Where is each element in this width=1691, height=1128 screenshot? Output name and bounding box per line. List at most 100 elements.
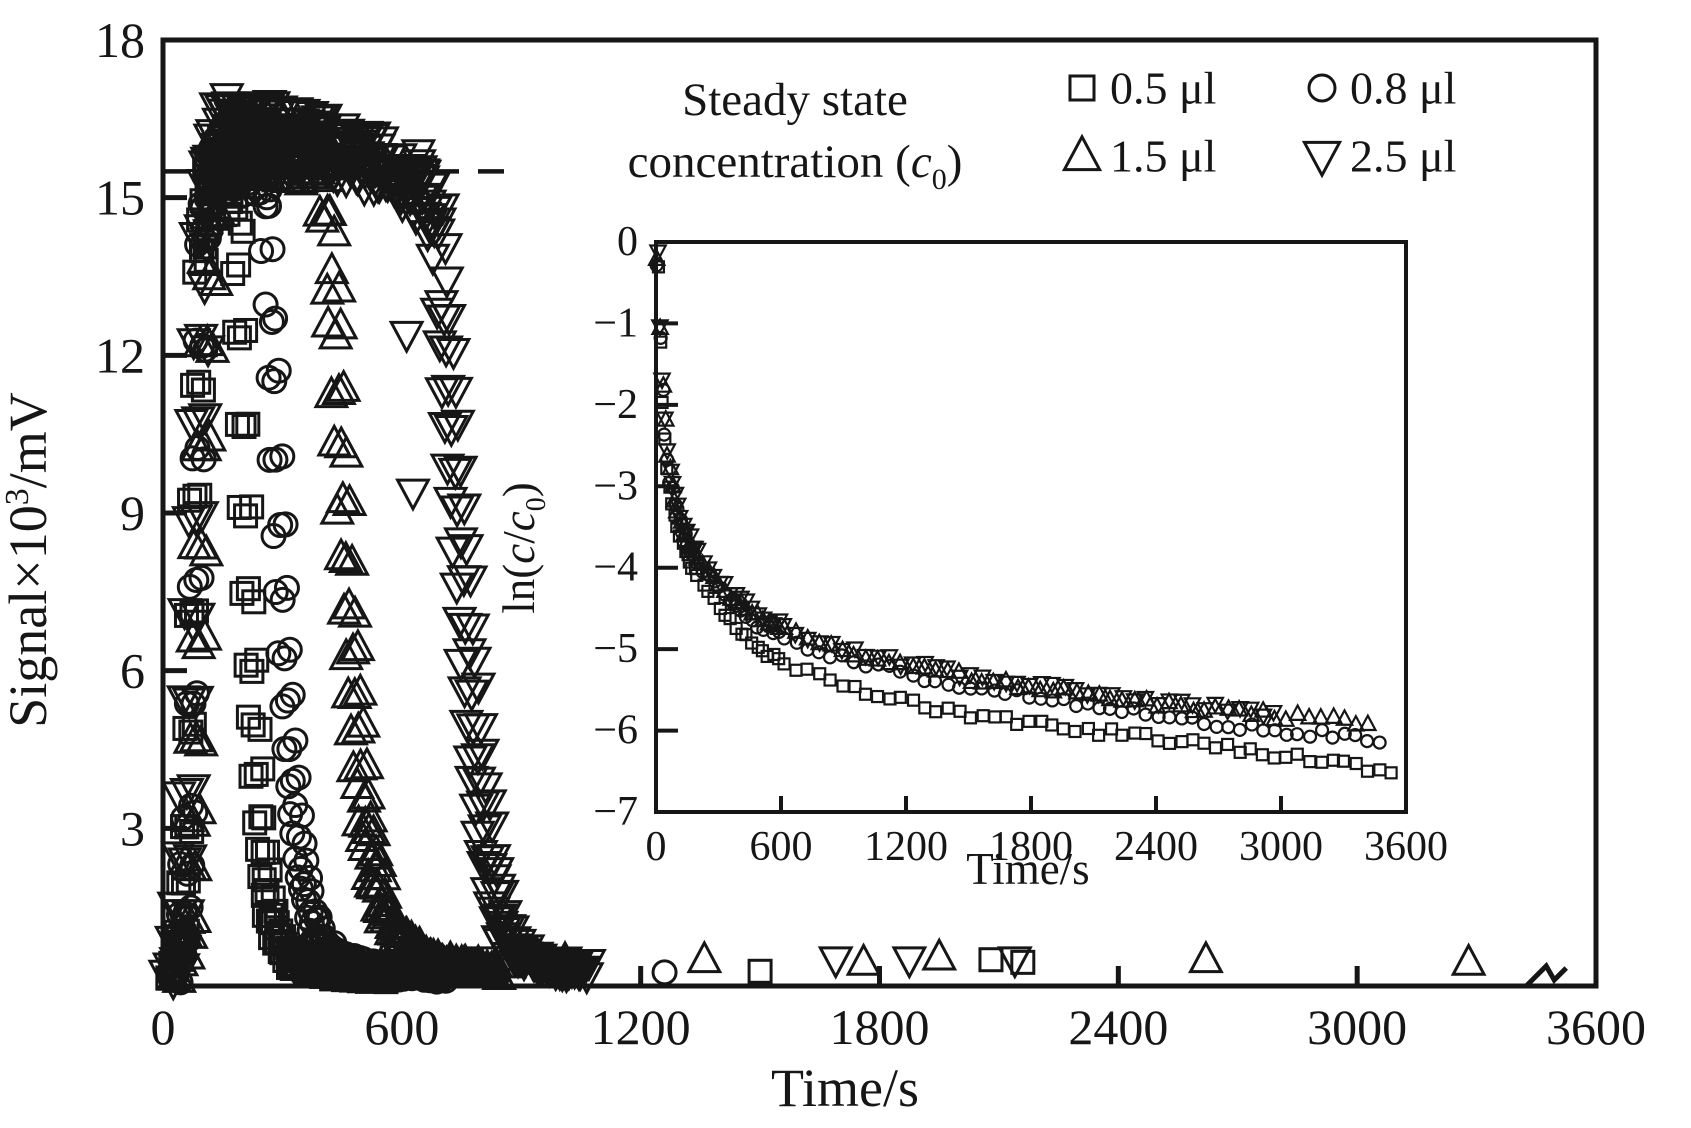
main-triangle-down-marker xyxy=(200,147,237,181)
main-triangle-down-marker xyxy=(437,457,474,492)
inset-circle-marker xyxy=(1372,735,1387,750)
inset-square-marker xyxy=(823,673,837,687)
main-triangle-down-marker xyxy=(452,565,489,599)
inset-triangle-up-marker xyxy=(1264,708,1285,727)
main-triangle-down-marker xyxy=(446,493,483,527)
main-triangle-up-marker xyxy=(172,720,209,754)
main-triangle-up-marker xyxy=(325,368,362,402)
main-x-tick-label: 1800 xyxy=(830,999,930,1055)
inset-triangle-down-marker xyxy=(668,497,688,516)
main-triangle-down-marker xyxy=(496,926,533,960)
main-square-marker xyxy=(172,715,198,741)
main-triangle-down-marker xyxy=(438,572,475,606)
main-triangle-up-marker xyxy=(336,675,373,710)
inset-triangle-up-marker xyxy=(1334,708,1355,726)
annotation-line1: Steady state xyxy=(682,74,908,126)
inset-triangle-down-marker xyxy=(856,648,876,667)
main-triangle-down-marker xyxy=(191,219,228,253)
inset-triangle-down-marker xyxy=(879,649,899,667)
main-triangle-down-marker xyxy=(343,155,380,189)
main-square-marker xyxy=(239,494,265,520)
main-square-marker xyxy=(231,414,257,440)
inset-triangle-down-marker xyxy=(648,244,668,263)
inset-circle-marker xyxy=(1302,729,1318,744)
inset-triangle-down-marker xyxy=(1125,693,1145,712)
inset-triangle-down-marker xyxy=(1135,690,1155,709)
main-triangle-down-marker xyxy=(415,172,451,207)
main-triangle-down-marker xyxy=(156,891,193,926)
main-triangle-down-marker xyxy=(424,193,461,227)
inset-triangle-up-marker xyxy=(1054,677,1074,696)
main-triangle-down-marker xyxy=(428,266,465,300)
main-square-marker xyxy=(233,317,259,343)
inset-square-marker xyxy=(870,689,885,704)
main-circle-marker xyxy=(269,586,296,613)
main-circle-marker xyxy=(285,764,312,791)
inset-x-tick-label: 3000 xyxy=(1239,824,1323,870)
main-triangle-down-marker xyxy=(428,335,464,369)
main-triangle-down-marker xyxy=(441,606,478,641)
inset-triangle-down-marker xyxy=(1066,682,1086,700)
inset-triangle-up-marker xyxy=(726,591,746,610)
inset-square-marker xyxy=(1208,741,1223,755)
main-triangle-down-marker xyxy=(460,672,497,707)
inset-square-marker xyxy=(906,693,921,707)
main-triangle-up-marker xyxy=(353,836,390,870)
main-triangle-up-marker xyxy=(169,798,206,833)
main-square-marker xyxy=(254,839,280,865)
inset-x-tick-label: 2400 xyxy=(1114,824,1198,870)
inset-y-tick-label: −7 xyxy=(593,789,638,835)
inset-square-marker xyxy=(1360,764,1375,778)
main-triangle-down-marker xyxy=(183,501,220,535)
main-triangle-up-marker xyxy=(328,434,365,468)
inset-triangle-down-marker xyxy=(677,523,697,542)
main-triangle-down-marker xyxy=(439,409,476,444)
inset-y-tick-label: −6 xyxy=(593,708,638,754)
main-triangle-down-marker xyxy=(435,337,472,372)
main-triangle-down-marker xyxy=(459,820,496,855)
inset-triangle-down-marker xyxy=(891,658,911,677)
main-x-axis-title: Time/s xyxy=(771,1058,919,1118)
main-circle-marker xyxy=(298,878,325,905)
inset-triangle-down-marker xyxy=(832,642,852,661)
main-square-marker xyxy=(226,325,252,351)
annotation-c-variable: c xyxy=(911,136,932,188)
inset-triangle-up-marker xyxy=(1358,713,1378,732)
inset-circle-marker xyxy=(1196,716,1212,732)
main-circle-marker xyxy=(265,640,292,667)
inset-triangle-up-marker xyxy=(879,652,899,671)
inset-circle-marker xyxy=(1080,696,1095,711)
main-square-marker xyxy=(257,857,283,883)
main-triangle-up-marker xyxy=(340,710,377,744)
main-triangle-down-marker xyxy=(168,777,205,812)
inset-triangle-down-marker xyxy=(903,656,923,675)
inset-square-marker xyxy=(1221,737,1235,752)
main-circle-marker xyxy=(273,574,300,601)
inset-triangle-down-marker xyxy=(937,660,957,679)
main-circle-marker xyxy=(279,681,306,708)
inset-square-marker xyxy=(1243,742,1257,756)
main-triangle-down-marker xyxy=(464,738,501,773)
inset-circle-marker xyxy=(657,427,672,442)
main-triangle-up-marker xyxy=(365,856,402,891)
main-triangle-down-marker xyxy=(175,328,212,362)
inset-y-title-c1: c xyxy=(494,544,544,564)
main-triangle-down-marker xyxy=(177,504,214,538)
main-triangle-down-marker xyxy=(568,962,605,996)
inset-triangle-down-marker xyxy=(1077,687,1097,706)
main-triangle-down-marker xyxy=(456,646,493,681)
main-triangle-down-marker xyxy=(180,602,217,637)
main-triangle-up-marker xyxy=(316,423,353,457)
main-square-marker xyxy=(233,503,259,529)
main-triangle-down-marker xyxy=(417,195,454,230)
main-square-marker xyxy=(247,716,273,742)
main-triangle-down-marker xyxy=(166,847,203,881)
inset-y-tick-label: 0 xyxy=(617,219,638,265)
inset-square-marker xyxy=(1336,754,1351,768)
main-triangle-down-marker xyxy=(400,139,437,173)
inset-square-marker xyxy=(1115,728,1129,742)
main-triangle-down-marker xyxy=(171,687,208,721)
inset-triangle-down-marker xyxy=(1182,697,1203,716)
main-square-marker xyxy=(235,576,261,602)
inset-circle-marker xyxy=(927,674,943,689)
